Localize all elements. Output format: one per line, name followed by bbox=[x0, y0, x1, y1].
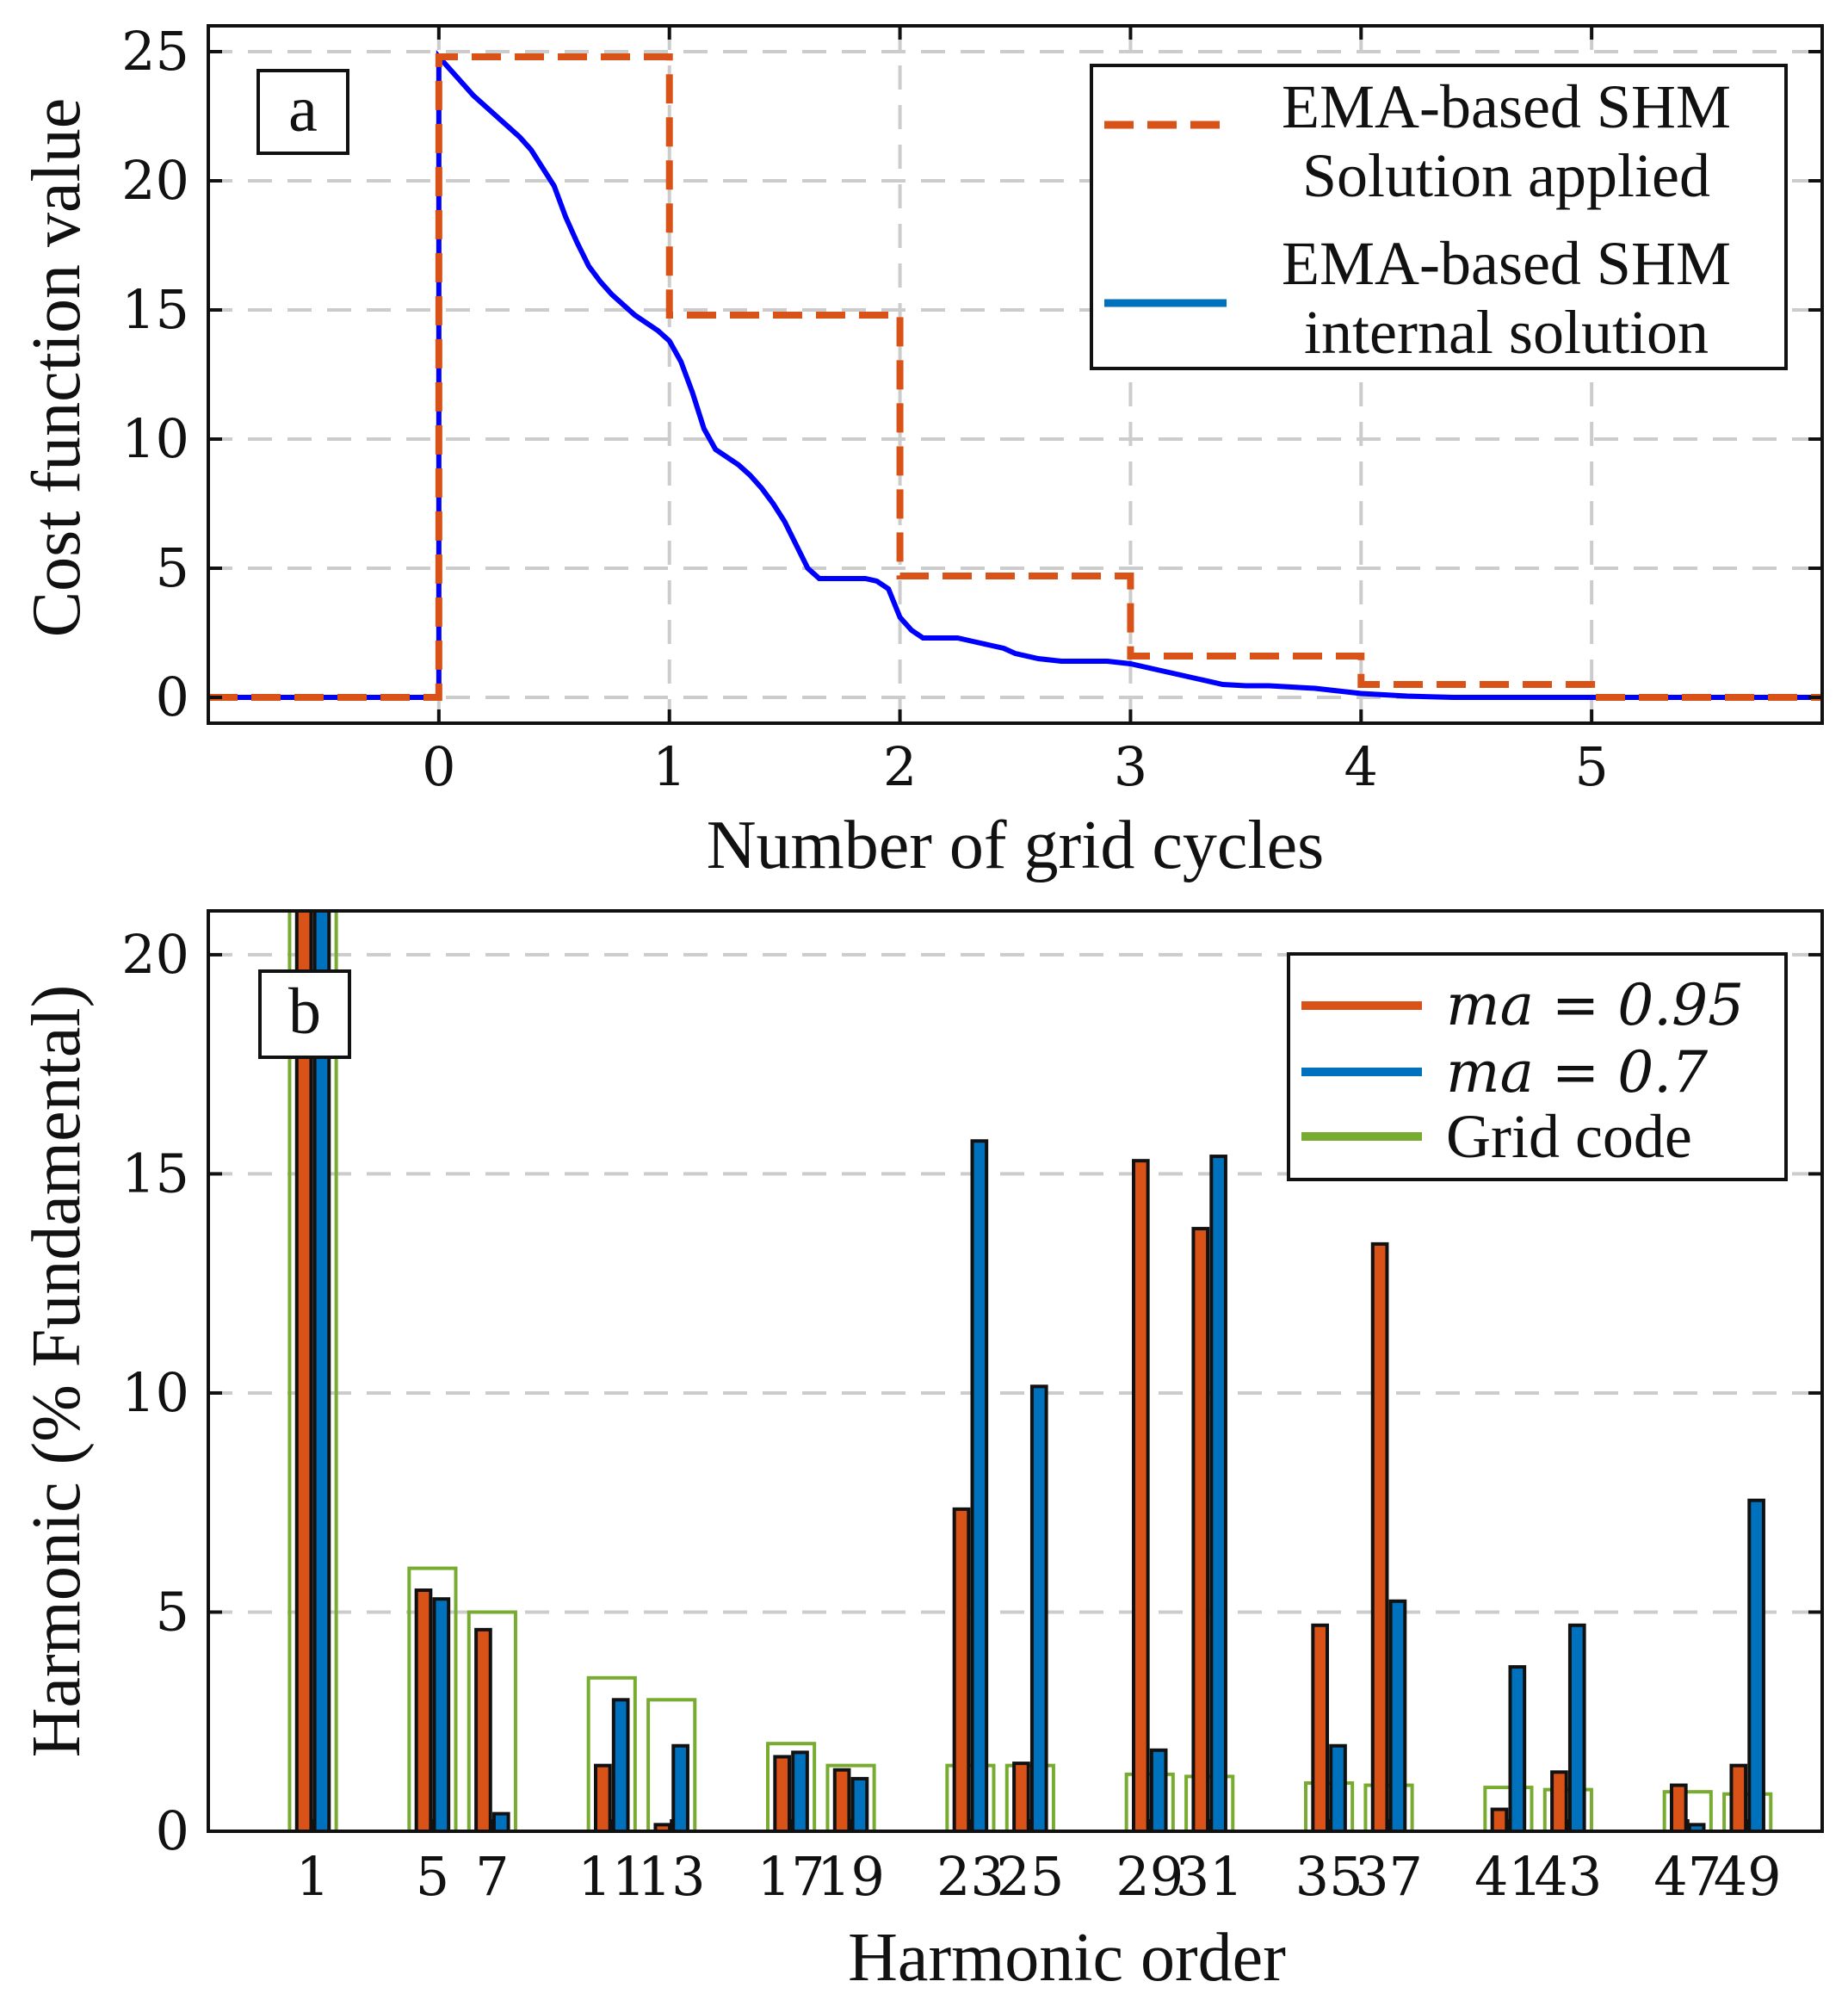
chart-a-panel-tag-text: a bbox=[288, 73, 318, 146]
chart-a-ytick-label: 5 bbox=[156, 536, 189, 599]
chart-b-xtick-label: 47 bbox=[1653, 1845, 1721, 1908]
bar-ma-07 bbox=[432, 1597, 451, 1833]
bar-ma-07 bbox=[671, 1743, 689, 1833]
legend-label-internal-solution-line2: internal solution bbox=[1304, 298, 1709, 367]
bar-ma-07 bbox=[491, 1811, 510, 1834]
chart-b-y-axis-label: Harmonic (% Fundamental) bbox=[19, 985, 95, 1758]
chart-b-panel-tag-box bbox=[258, 969, 351, 1059]
bar-ma-095 bbox=[952, 1507, 971, 1833]
chart-b-xtick-label: 41 bbox=[1474, 1845, 1542, 1908]
chart-a-legend: EMA-based SHM Solution applied EMA-based… bbox=[1090, 64, 1788, 370]
bar-ma-07 bbox=[1149, 1748, 1168, 1833]
chart-b-xtick-label: 25 bbox=[996, 1845, 1064, 1908]
chart-b-xtick-label: 19 bbox=[817, 1845, 885, 1908]
legend-label-solution-applied-line2: Solution applied bbox=[1302, 141, 1710, 210]
chart-a-panel-tag-box bbox=[256, 69, 349, 155]
bar-ma-095 bbox=[1012, 1762, 1030, 1834]
chart-a-ticks: 0 1 2 3 4 5 0 5 10 15 20 25 bbox=[121, 20, 1822, 798]
chart-b-ytick-label: 20 bbox=[121, 923, 189, 986]
chart-a: 0 1 2 3 4 5 0 5 10 15 20 25 Number of grid cycles C… bbox=[19, 20, 1824, 883]
bar-ma-095 bbox=[414, 1588, 433, 1833]
chart-b-legend-box bbox=[1287, 952, 1788, 1181]
chart-b-ytick-label: 0 bbox=[156, 1799, 189, 1862]
chart-b-legend: ma = 0.95 ma = 0.7 Grid code bbox=[1287, 952, 1788, 1181]
chart-a-xtick-label: 4 bbox=[1344, 735, 1378, 798]
chart-a-xtick-label: 2 bbox=[883, 735, 917, 798]
legend-label-grid-code: Grid code bbox=[1446, 1102, 1692, 1171]
bar-ma-095 bbox=[773, 1755, 791, 1834]
chart-a-grid bbox=[208, 26, 1822, 723]
chart-b-bars bbox=[287, 909, 1773, 1834]
chart-b-xtick-label: 49 bbox=[1714, 1845, 1782, 1908]
chart-a-xtick-label: 1 bbox=[652, 735, 686, 798]
chart-b-xtick-label: 37 bbox=[1355, 1845, 1423, 1908]
bar-ma-07 bbox=[1329, 1743, 1347, 1833]
bar-ma-07 bbox=[1747, 1498, 1765, 1834]
bar-ma-07 bbox=[1567, 1623, 1586, 1833]
bar-ma-095 bbox=[1550, 1770, 1568, 1833]
bar-ma-095 bbox=[594, 1763, 612, 1833]
legend-label-solution-applied-line1: EMA-based SHM bbox=[1282, 72, 1731, 141]
bar-ma-095 bbox=[474, 1627, 492, 1834]
bar-ma-095 bbox=[1370, 1241, 1389, 1833]
series-solution-applied-line bbox=[208, 53, 1822, 701]
chart-a-xtick-label: 5 bbox=[1574, 735, 1608, 798]
chart-b-xtick-label: 35 bbox=[1295, 1845, 1363, 1908]
legend-label-internal-solution-line1: EMA-based SHM bbox=[1282, 229, 1731, 298]
chart-a-x-axis-label: Number of grid cycles bbox=[707, 808, 1325, 883]
chart-b-xtick-label: 23 bbox=[936, 1845, 1004, 1908]
legend-label-ma-095: ma = 0.95 bbox=[1446, 972, 1744, 1038]
chart-a-ytick-label: 0 bbox=[156, 666, 189, 728]
bar-ma-095 bbox=[832, 1768, 851, 1834]
bar-ma-07 bbox=[1209, 1155, 1227, 1833]
chart-b-ytick-label: 10 bbox=[121, 1361, 189, 1424]
chart-a-xtick-label: 0 bbox=[422, 735, 455, 798]
chart-a-ytick-label: 20 bbox=[121, 149, 189, 212]
chart-a-ytick-label: 10 bbox=[121, 407, 189, 470]
bar-ma-07 bbox=[970, 1139, 989, 1833]
chart-b-xtick-label: 13 bbox=[638, 1845, 706, 1908]
chart-b-panel-tag-text: b bbox=[288, 975, 321, 1048]
chart-a-panel-tag: a bbox=[256, 69, 349, 155]
bar-ma-07 bbox=[1029, 1384, 1048, 1833]
bar-ma-095 bbox=[1311, 1623, 1330, 1833]
legend-label-ma-07: ma = 0.7 bbox=[1446, 1039, 1708, 1105]
chart-b-xtick-label: 11 bbox=[578, 1845, 646, 1908]
bar-ma-07 bbox=[1388, 1599, 1407, 1833]
chart-a-legend-box bbox=[1090, 64, 1788, 370]
bar-ma-095 bbox=[1191, 1227, 1210, 1834]
chart-a-ytick-label: 15 bbox=[121, 278, 189, 341]
chart-b-ytick-label: 5 bbox=[156, 1580, 189, 1643]
chart-b-x-axis-label: Harmonic order bbox=[848, 1920, 1286, 1996]
chart-b-xtick-label: 5 bbox=[416, 1845, 449, 1908]
bar-ma-07 bbox=[611, 1698, 630, 1834]
chart-b-xtick-label: 43 bbox=[1534, 1845, 1602, 1908]
series-internal-solution-line bbox=[208, 50, 1822, 700]
chart-a-xtick-label: 3 bbox=[1114, 735, 1147, 798]
chart-a-series bbox=[208, 50, 1822, 701]
chart-b-xtick-label: 31 bbox=[1176, 1845, 1244, 1908]
bar-ma-095 bbox=[1729, 1763, 1748, 1833]
bar-ma-07 bbox=[791, 1750, 809, 1834]
bar-ma-095 bbox=[1132, 1159, 1150, 1833]
chart-b-ytick-label: 15 bbox=[121, 1142, 189, 1204]
chart-b-xtick-label: 1 bbox=[296, 1845, 330, 1908]
chart-b-frame bbox=[207, 909, 1824, 1833]
bar-ma-095 bbox=[1490, 1807, 1509, 1833]
chart-a-ytick-label: 25 bbox=[121, 20, 189, 83]
chart-a-frame bbox=[207, 24, 1824, 725]
bar-ma-095 bbox=[1670, 1783, 1688, 1834]
chart-b-panel-tag: b bbox=[258, 969, 351, 1059]
chart-b-xtick-label: 29 bbox=[1116, 1845, 1184, 1908]
bar-ma-07 bbox=[850, 1776, 869, 1834]
chart-a-y-axis-label: Cost function value bbox=[19, 98, 95, 638]
chart-b-xtick-label: 7 bbox=[475, 1845, 509, 1908]
bar-ma-07 bbox=[1508, 1665, 1527, 1834]
chart-b-xtick-label: 17 bbox=[757, 1845, 825, 1908]
